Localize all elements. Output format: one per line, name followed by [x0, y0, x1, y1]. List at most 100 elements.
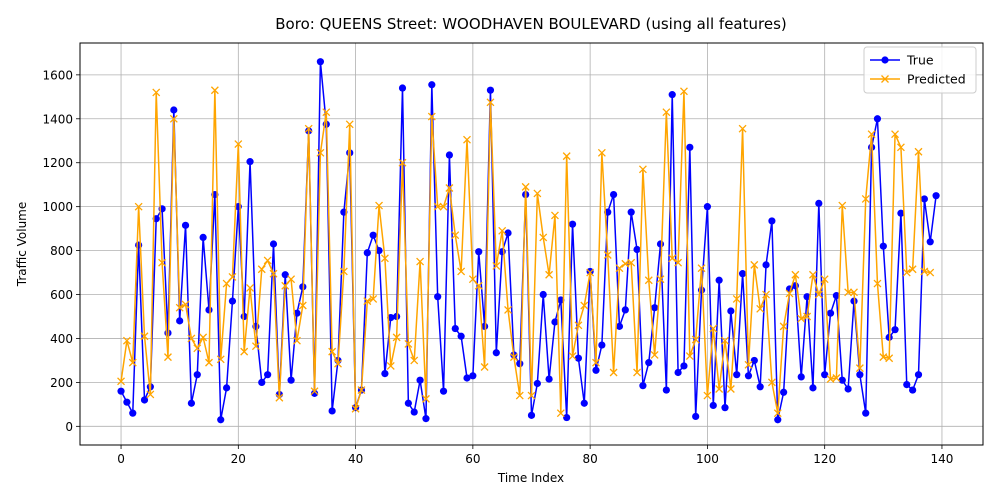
data-point-true — [821, 371, 829, 379]
data-point-predicted — [615, 264, 624, 273]
data-point-true — [410, 408, 418, 416]
data-point-true — [674, 368, 682, 377]
data-point-predicted — [328, 347, 337, 356]
data-point-true — [615, 322, 624, 330]
data-point-predicted — [580, 301, 589, 310]
legend: True Predicted — [863, 46, 977, 94]
data-point-true — [228, 297, 237, 305]
data-point-true — [140, 396, 149, 404]
data-point-true — [774, 416, 782, 424]
data-point-predicted — [633, 368, 642, 377]
data-point-true — [434, 293, 442, 301]
data-point-predicted — [744, 360, 753, 369]
data-point-true — [592, 366, 600, 374]
data-point-predicted — [457, 267, 466, 276]
data-point-predicted — [762, 290, 771, 299]
data-point-true — [475, 248, 483, 256]
data-point-true — [486, 86, 495, 94]
data-point-predicted — [275, 393, 284, 402]
data-point-true — [117, 387, 125, 395]
y-tick-label: 1200 — [42, 156, 73, 170]
data-point-true — [281, 271, 289, 279]
data-point-true — [932, 192, 940, 200]
data-point-true — [422, 415, 430, 423]
data-point-predicted — [281, 281, 290, 290]
data-point-true — [651, 304, 659, 312]
data-point-predicted — [421, 394, 430, 403]
data-point-true — [656, 240, 665, 248]
data-point-true — [451, 324, 459, 333]
data-point-true — [416, 376, 424, 384]
data-point-predicted — [263, 256, 272, 265]
data-point-predicted — [410, 356, 419, 365]
data-point-true — [439, 387, 448, 395]
data-point-predicted — [392, 333, 401, 342]
data-point-true — [844, 385, 852, 393]
data-point-predicted — [398, 158, 407, 167]
data-point-predicted — [550, 211, 559, 220]
data-point-true — [856, 371, 864, 379]
data-point-predicted — [808, 270, 817, 279]
data-point-predicted — [703, 391, 712, 400]
data-point-predicted — [363, 297, 372, 306]
y-tick-label: 1400 — [42, 112, 73, 126]
data-point-predicted — [885, 354, 894, 363]
data-point-predicted — [269, 269, 278, 278]
data-point-true — [909, 386, 917, 394]
data-point-true — [551, 318, 559, 326]
data-point-true — [545, 375, 553, 383]
x-tick-label: 60 — [465, 452, 480, 466]
data-point-true — [686, 143, 694, 151]
data-point-true — [826, 309, 835, 317]
data-point-predicted — [592, 358, 600, 367]
data-point-true — [756, 383, 764, 391]
data-point-predicted — [304, 124, 313, 133]
data-point-true — [457, 332, 465, 340]
data-point-predicted — [926, 268, 935, 277]
data-point-predicted — [533, 189, 542, 198]
data-point-predicted — [803, 312, 812, 321]
data-point-predicted — [556, 409, 565, 418]
data-point-predicted — [251, 342, 260, 351]
data-point-predicted — [855, 364, 864, 373]
plot-frame — [79, 42, 984, 446]
data-point-predicted — [199, 333, 208, 342]
data-point-predicted — [779, 322, 788, 331]
data-point-predicted — [369, 294, 378, 303]
data-point-predicted — [257, 265, 266, 274]
data-point-predicted — [691, 335, 700, 344]
data-point-true — [762, 261, 770, 269]
data-point-true — [176, 317, 184, 325]
data-point-predicted — [861, 195, 870, 203]
data-point-true — [527, 411, 536, 419]
data-point-predicted — [298, 301, 307, 310]
y-tick-label: 600 — [50, 288, 73, 302]
data-point-predicted — [867, 130, 876, 139]
legend-predicted-marker — [881, 75, 889, 83]
data-point-true — [903, 380, 911, 389]
data-point-predicted — [504, 305, 513, 314]
data-point-true — [428, 81, 436, 89]
data-point-true — [445, 151, 454, 159]
series-predicted — [117, 86, 935, 418]
data-point-true — [586, 267, 594, 276]
data-point-true — [897, 209, 905, 217]
data-point-predicted — [515, 391, 524, 400]
data-point-predicted — [158, 258, 167, 267]
data-point-true — [375, 246, 383, 255]
data-point-predicted — [574, 321, 583, 330]
data-point-true — [240, 312, 248, 321]
x-tick-label: 0 — [117, 452, 125, 466]
data-point-predicted — [527, 391, 536, 400]
data-point-predicted — [152, 88, 161, 97]
data-point-predicted — [498, 226, 507, 235]
data-point-predicted — [609, 368, 618, 377]
data-point-predicted — [216, 355, 225, 364]
data-point-true — [891, 326, 899, 334]
data-point-true — [258, 378, 266, 386]
y-tick-label: 1600 — [42, 68, 73, 82]
data-point-true — [480, 322, 489, 330]
data-point-predicted — [334, 359, 342, 368]
data-point-true — [668, 91, 676, 99]
data-point-predicted — [357, 386, 366, 395]
